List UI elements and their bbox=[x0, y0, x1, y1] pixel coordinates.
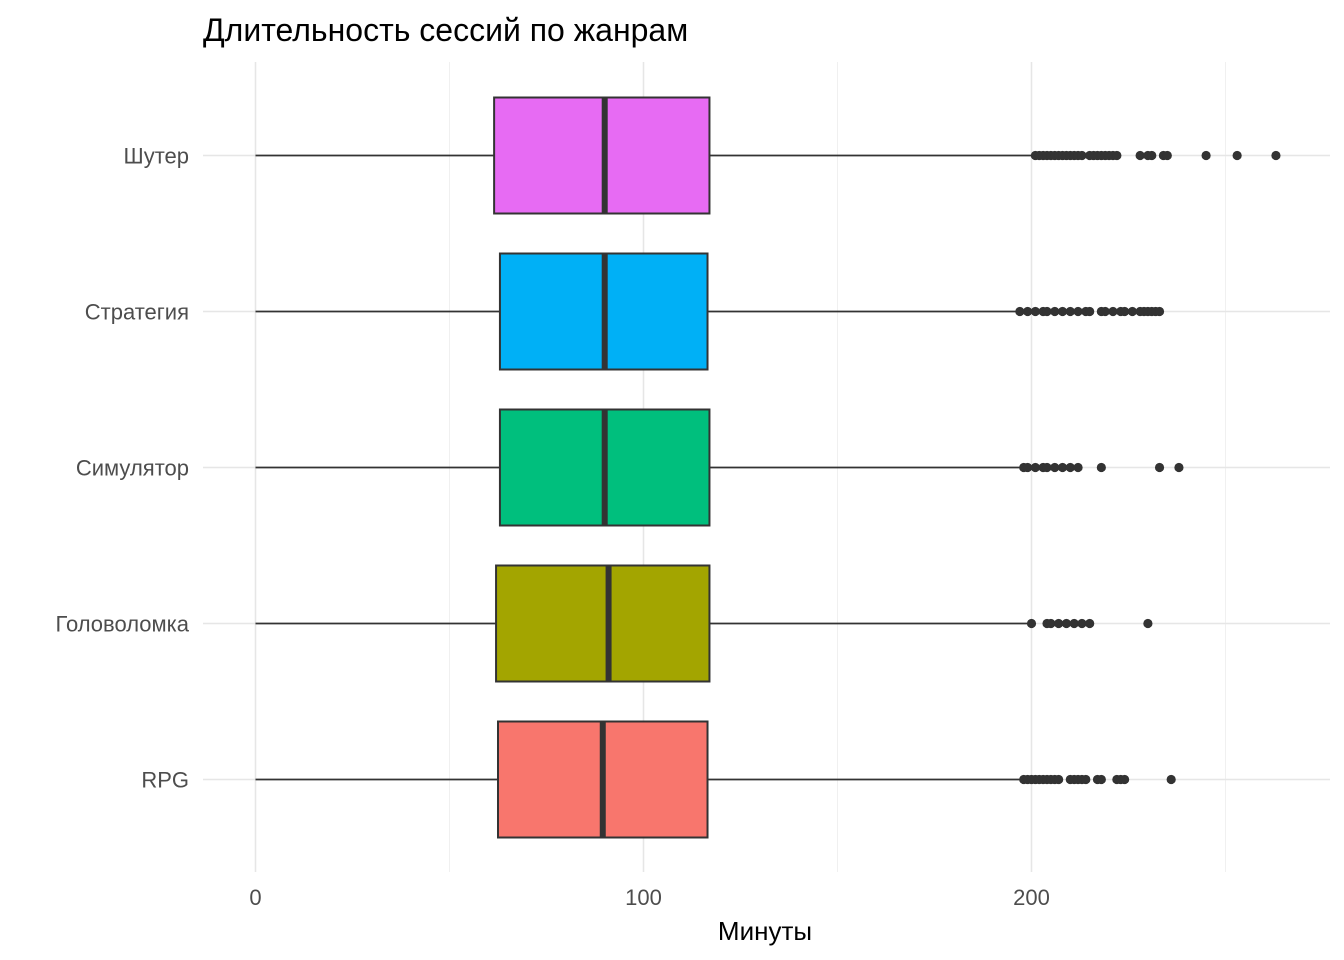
outlier-point bbox=[1162, 150, 1172, 161]
box-group-симулятор bbox=[255, 408, 1184, 527]
outlier-point bbox=[1050, 462, 1060, 473]
outlier-point bbox=[1073, 306, 1083, 317]
outlier-point bbox=[1030, 306, 1040, 317]
outlier-point bbox=[1061, 618, 1072, 629]
outlier-point bbox=[1120, 774, 1130, 785]
outlier-point bbox=[1050, 306, 1060, 317]
outlier-point bbox=[1100, 306, 1110, 317]
box-group-rpg bbox=[255, 720, 1176, 839]
x-tick-label-200: 200 bbox=[1013, 885, 1050, 910]
outlier-point bbox=[1201, 150, 1211, 161]
boxes-layer bbox=[255, 96, 1281, 839]
outlier-point bbox=[1023, 306, 1033, 317]
outlier-point bbox=[1026, 618, 1037, 629]
box-iqr bbox=[495, 564, 711, 683]
outlier-point bbox=[1030, 462, 1040, 473]
outlier-point bbox=[1127, 306, 1137, 317]
outlier-point bbox=[1166, 774, 1176, 785]
outlier-point bbox=[1057, 306, 1068, 317]
box-group-шутер bbox=[255, 96, 1281, 215]
outlier-point bbox=[1042, 462, 1052, 473]
outlier-point bbox=[1108, 306, 1118, 317]
outlier-point bbox=[1069, 618, 1079, 629]
x-tick-labels: 0 100 200 bbox=[249, 885, 1049, 910]
outlier-point bbox=[1057, 462, 1068, 473]
outlier-point bbox=[1112, 150, 1122, 161]
y-tick-label-стратегия: Стратегия bbox=[85, 300, 189, 325]
y-tick-label-головоломка: Головоломка bbox=[56, 612, 190, 637]
outlier-point bbox=[1042, 306, 1052, 317]
y-tick-label-rpg: RPG bbox=[141, 768, 189, 793]
y-tick-label-шутер: Шутер bbox=[124, 144, 189, 169]
outlier-point bbox=[1135, 150, 1145, 161]
outlier-point bbox=[1077, 150, 1087, 161]
outlier-point bbox=[1054, 618, 1064, 629]
outlier-point bbox=[1147, 150, 1157, 161]
outlier-point bbox=[1154, 462, 1165, 473]
outlier-point bbox=[1154, 306, 1165, 317]
outlier-point bbox=[1073, 462, 1083, 473]
outlier-point bbox=[1120, 306, 1130, 317]
outlier-point bbox=[1065, 462, 1075, 473]
outlier-point bbox=[1096, 462, 1106, 473]
outlier-point bbox=[1096, 774, 1106, 785]
box-group-головоломка bbox=[255, 564, 1153, 683]
category-tick-labels: RPG Головоломка Симулятор Стратегия Шутер bbox=[56, 144, 190, 793]
outlier-point bbox=[1023, 462, 1033, 473]
outlier-point bbox=[1015, 306, 1025, 317]
outlier-point bbox=[1085, 306, 1095, 317]
y-tick-label-симулятор: Симулятор bbox=[76, 456, 189, 481]
outlier-point bbox=[1077, 618, 1087, 629]
x-tick-label-100: 100 bbox=[625, 885, 662, 910]
outlier-point bbox=[1143, 618, 1153, 629]
outlier-point bbox=[1065, 306, 1075, 317]
outlier-point bbox=[1054, 774, 1064, 785]
box-group-стратегия bbox=[255, 252, 1165, 371]
x-tick-label-0: 0 bbox=[249, 885, 261, 910]
chart-title: Длительность сессий по жанрам bbox=[203, 12, 688, 48]
outlier-point bbox=[1046, 618, 1056, 629]
outlier-point bbox=[1081, 774, 1091, 785]
outlier-point bbox=[1085, 618, 1095, 629]
outlier-point bbox=[1232, 150, 1242, 161]
x-axis-label: Минуты bbox=[718, 916, 812, 946]
outlier-point bbox=[1174, 462, 1184, 473]
outlier-point bbox=[1271, 150, 1281, 161]
